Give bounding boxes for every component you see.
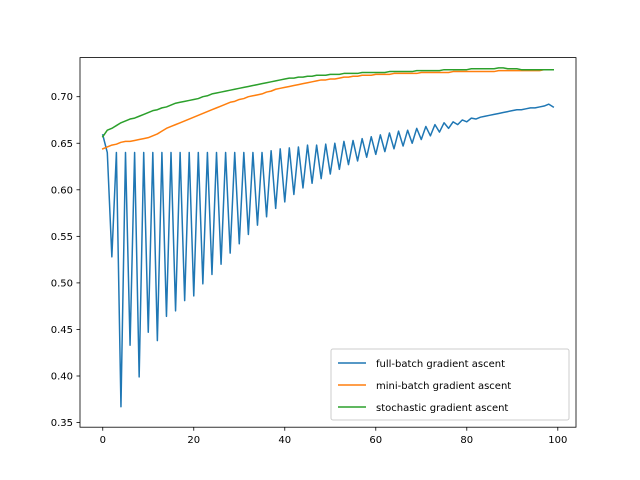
x-tick-label: 100 (548, 435, 567, 446)
y-tick-label: 0.60 (51, 185, 73, 196)
y-tick-label: 0.50 (51, 278, 73, 289)
x-tick-label: 40 (278, 435, 291, 446)
y-tick-label: 0.40 (51, 371, 73, 382)
legend-label-full-batch: full-batch gradient ascent (376, 359, 505, 370)
y-tick-label: 0.45 (51, 325, 73, 336)
y-tick-label: 0.65 (51, 139, 73, 150)
legend-label-stochastic: stochastic gradient ascent (376, 403, 508, 414)
legend: full-batch gradient ascent mini-batch gr… (330, 348, 570, 421)
x-tick-label: 60 (369, 435, 382, 446)
x-axis: 0 20 40 60 80 100 (100, 427, 567, 446)
series-line-0 (101, 103, 555, 408)
axes-frame (79, 57, 577, 428)
series-line-2 (101, 67, 554, 138)
x-tick-label: 0 (100, 435, 106, 446)
y-tick-label: 0.35 (51, 418, 73, 429)
y-axis: 0.35 0.40 0.45 0.50 0.55 0.60 0.65 0.70 (51, 92, 80, 429)
plot-area-border (79, 57, 577, 428)
legend-label-mini-batch: mini-batch gradient ascent (376, 381, 511, 392)
x-tick-label: 20 (187, 435, 200, 446)
y-tick-label: 0.55 (51, 232, 73, 243)
x-tick-label: 80 (460, 435, 473, 446)
y-tick-label: 0.70 (51, 92, 73, 103)
legend-box (330, 348, 570, 421)
series-line-1 (101, 68, 554, 150)
plot-lines (101, 67, 555, 408)
